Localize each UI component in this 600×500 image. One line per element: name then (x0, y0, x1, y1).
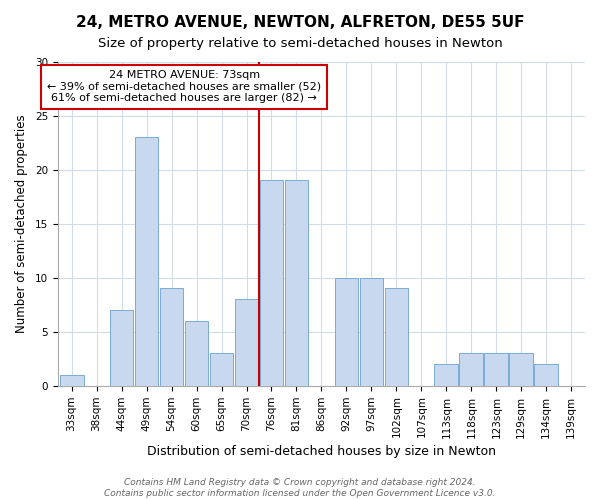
Bar (135, 137, 158, 386)
Bar (434, 364, 458, 386)
Bar (535, 364, 558, 386)
Bar (460, 354, 483, 386)
Bar (110, 310, 133, 386)
Text: 24 METRO AVENUE: 73sqm
← 39% of semi-detached houses are smaller (52)
61% of sem: 24 METRO AVENUE: 73sqm ← 39% of semi-det… (47, 70, 321, 103)
Text: 24, METRO AVENUE, NEWTON, ALFRETON, DE55 5UF: 24, METRO AVENUE, NEWTON, ALFRETON, DE55… (76, 15, 524, 30)
Bar (509, 354, 533, 386)
Bar (209, 354, 233, 386)
Bar (260, 180, 283, 386)
Bar (60, 375, 83, 386)
Bar (185, 321, 208, 386)
Bar (235, 300, 259, 386)
Bar (284, 180, 308, 386)
Text: Size of property relative to semi-detached houses in Newton: Size of property relative to semi-detach… (98, 38, 502, 51)
Y-axis label: Number of semi-detached properties: Number of semi-detached properties (15, 114, 28, 333)
Bar (484, 354, 508, 386)
Bar (359, 278, 383, 386)
Bar (160, 288, 184, 386)
Bar (385, 288, 408, 386)
X-axis label: Distribution of semi-detached houses by size in Newton: Distribution of semi-detached houses by … (147, 444, 496, 458)
Text: Contains HM Land Registry data © Crown copyright and database right 2024.
Contai: Contains HM Land Registry data © Crown c… (104, 478, 496, 498)
Bar (335, 278, 358, 386)
